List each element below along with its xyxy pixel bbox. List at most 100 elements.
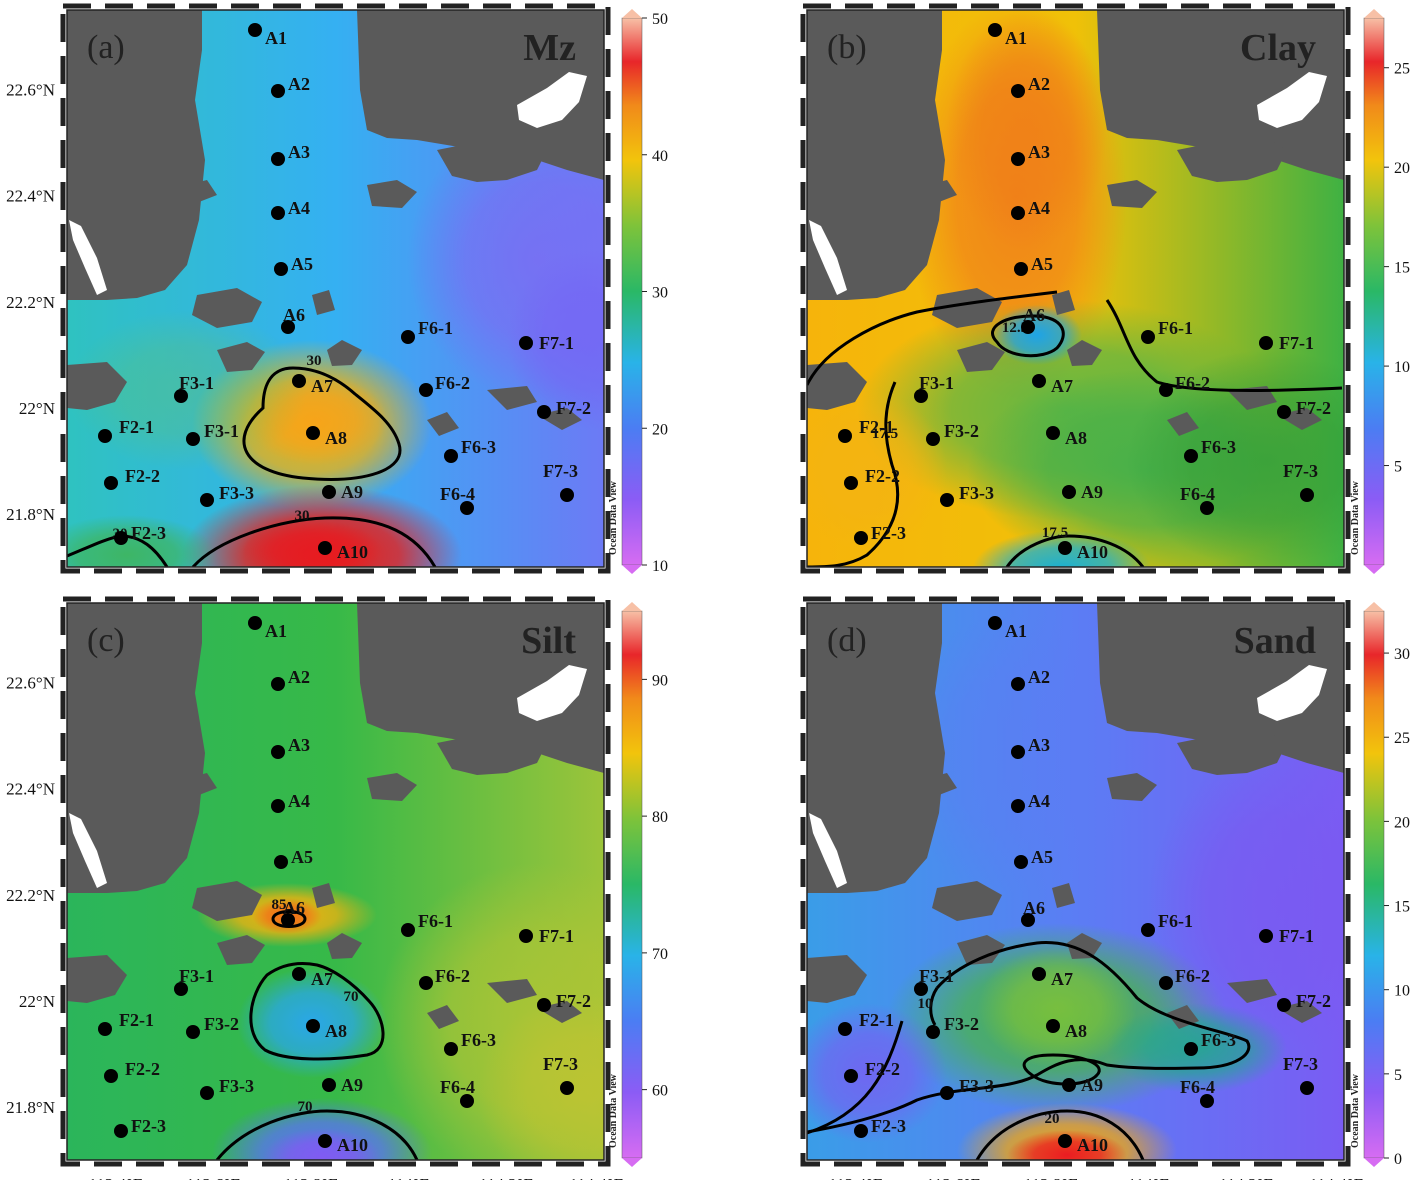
station-label: A8 <box>1065 1021 1087 1041</box>
station-marker <box>519 929 533 943</box>
station-marker <box>926 432 940 446</box>
colorbar-gradient <box>1363 610 1385 1159</box>
station-marker <box>560 1081 574 1095</box>
station-marker <box>322 485 336 499</box>
contour-line <box>975 1109 1145 1160</box>
contour-line <box>215 1109 419 1160</box>
station-marker <box>200 1086 214 1100</box>
station-marker <box>1058 541 1072 555</box>
lon-tick-label: 114.4°E <box>569 1175 624 1180</box>
station-label: F6-2 <box>1175 966 1210 986</box>
panel-frame <box>66 9 605 568</box>
contour-lines <box>215 910 419 1160</box>
landmass <box>357 603 604 773</box>
station-marker <box>1011 84 1025 98</box>
lon-tick-label: 114°E <box>388 1175 430 1180</box>
station-label: A3 <box>1028 735 1050 755</box>
station-marker <box>1200 501 1214 515</box>
stations: A1 A2 A3 A4 A5 A6 A7 A8 A9 A10 F2-1 F2-2 F2-3 F3-1 F3-… <box>98 616 591 1155</box>
colorbar-max-arrow <box>1364 602 1384 611</box>
contour-label: 70 <box>344 989 359 1005</box>
station-marker <box>1011 677 1025 691</box>
station-label: A4 <box>1028 198 1050 218</box>
contour-line <box>271 910 307 928</box>
landmass <box>1167 412 1199 436</box>
station-label: F6-4 <box>440 484 475 504</box>
panel-letter: (c) <box>87 622 125 659</box>
station-marker <box>281 320 295 334</box>
lat-tick-label: 21.8°N <box>6 1098 55 1117</box>
station-marker <box>104 476 118 490</box>
station-label: F6-3 <box>1201 1030 1236 1050</box>
landmass <box>927 773 957 795</box>
station-label: A10 <box>337 542 368 562</box>
station-marker <box>1014 855 1028 869</box>
station-marker <box>1062 485 1076 499</box>
colorbar-tick-label: 15 <box>1394 899 1410 916</box>
landmass <box>807 955 867 1003</box>
station-label: A6 <box>283 898 305 918</box>
contour-line <box>1105 299 1343 392</box>
station-marker <box>1259 929 1273 943</box>
station-label: A2 <box>288 667 310 687</box>
station-marker <box>940 1086 954 1100</box>
map-panel: 30 30 30 A1 A2 A3 A4 A5 A6 A7 A8 A9 A10 F2-1 F2-2 F2-3 F… <box>6 3 668 575</box>
landmass <box>327 933 362 959</box>
station-marker <box>114 531 128 545</box>
station-marker <box>186 432 200 446</box>
station-marker <box>174 389 188 403</box>
station-label: A5 <box>1031 254 1053 274</box>
lon-tick-label: 113.4°E <box>828 1175 883 1180</box>
contour-line <box>807 290 1058 386</box>
panel-frame <box>806 9 1345 568</box>
water-field <box>67 10 604 567</box>
station-marker <box>1021 913 1035 927</box>
panel-title: Sand <box>1234 620 1316 662</box>
station-marker <box>292 374 306 388</box>
field-blob <box>1147 753 1344 1053</box>
station-label: A5 <box>1031 847 1053 867</box>
station-label: A10 <box>1077 542 1108 562</box>
panel-neatline <box>800 596 1351 1167</box>
station-label: F7-1 <box>1279 926 1314 946</box>
colorbar-tick-label: 20 <box>1394 160 1410 177</box>
station-label: A4 <box>288 198 310 218</box>
station-label: F2-2 <box>125 466 160 486</box>
station-marker <box>1277 405 1291 419</box>
colorbar-tick-label: 30 <box>1394 646 1410 663</box>
map-panel: 85 70 70 A1 A2 A3 A4 A5 A6 A7 A8 A9 A10 F2-1 F2-2 F2-3 F… <box>6 596 668 1185</box>
contour-label: 17.5 <box>1042 525 1068 541</box>
landmass <box>67 955 127 1003</box>
station-marker <box>98 1022 112 1036</box>
landmass <box>67 603 205 893</box>
colorbar-tick-label: 60 <box>652 1083 668 1100</box>
blank-area <box>809 220 847 295</box>
station-label: A6 <box>283 305 305 325</box>
water-field <box>807 603 1344 1160</box>
station-marker <box>444 449 458 463</box>
landmass <box>357 10 604 180</box>
station-label: A9 <box>341 482 363 502</box>
station-marker <box>1011 799 1025 813</box>
stations: A1 A2 A3 A4 A5 A6 A7 A8 A9 A10 F2-1 F2-2 F2-3 F3-1 F3-… <box>98 23 591 562</box>
station-marker <box>460 1094 474 1108</box>
landmass <box>487 979 537 1003</box>
colorbar-caption: Ocean Data View <box>608 1073 619 1148</box>
station-label: A2 <box>1028 667 1050 687</box>
station-label: F2-1 <box>119 1010 154 1030</box>
station-label: A4 <box>288 791 310 811</box>
station-marker <box>306 426 320 440</box>
station-label: F3-1 <box>179 373 214 393</box>
panel-title: Clay <box>1240 27 1316 69</box>
landmass <box>187 773 217 795</box>
lon-tick-label: 113.8°E <box>1024 1175 1079 1180</box>
landmass <box>192 881 262 921</box>
station-label: F3-2 <box>204 1014 239 1034</box>
contour-label: 85 <box>272 897 287 913</box>
landmass <box>312 883 335 908</box>
station-marker <box>1011 206 1025 220</box>
colorbar: 30 25 20 15 10 5 0 Ocean Data View <box>1350 602 1410 1168</box>
station-marker <box>1062 1078 1076 1092</box>
station-marker <box>854 1124 868 1138</box>
lon-tick-label: 113.4°E <box>88 1175 143 1180</box>
